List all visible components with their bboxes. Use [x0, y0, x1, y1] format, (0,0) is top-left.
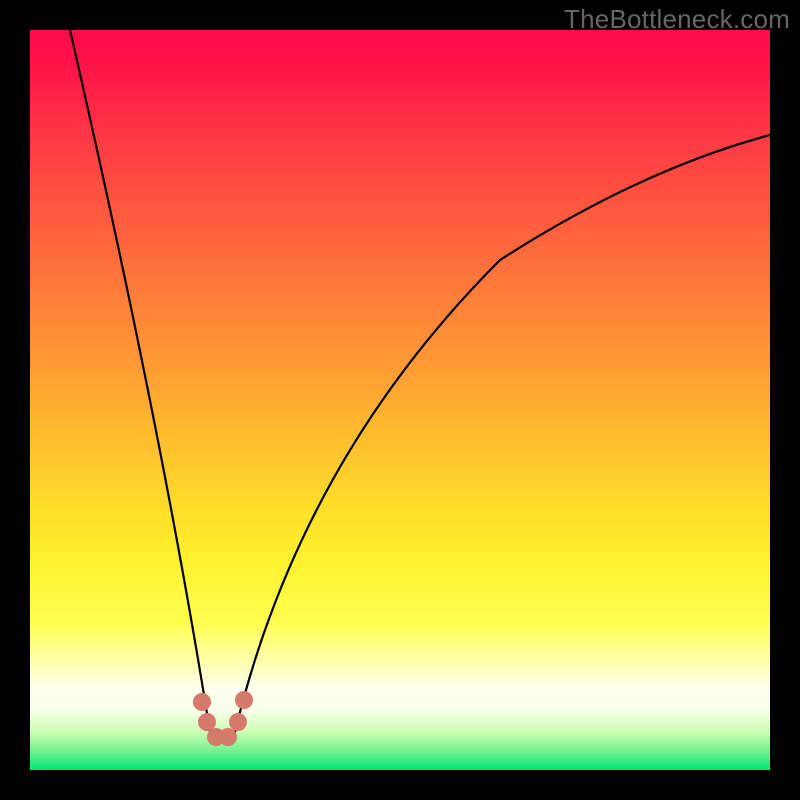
chart-stage: TheBottleneck.com: [0, 0, 800, 800]
curve-marker: [229, 713, 247, 731]
curve-marker: [193, 693, 211, 711]
curve-marker: [235, 691, 253, 709]
bottleneck-chart-svg: [0, 0, 800, 800]
curve-marker: [198, 713, 216, 731]
plot-area: [30, 30, 770, 770]
curve-marker: [219, 728, 237, 746]
